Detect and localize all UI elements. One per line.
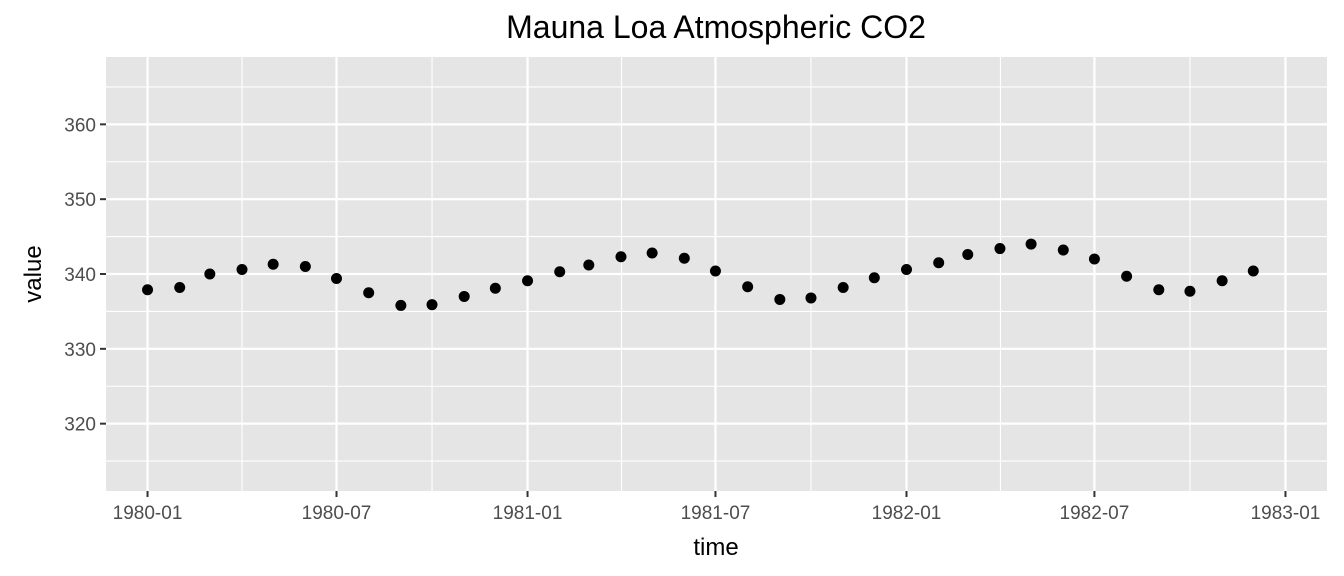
y-tick-label: 330 <box>64 340 96 361</box>
y-tick-label: 320 <box>64 415 96 436</box>
x-axis-title: time <box>693 534 738 561</box>
y-axis: 320 330 340 350 360 <box>64 115 106 436</box>
x-tick-label: 1981-07 <box>681 503 751 524</box>
data-point <box>1025 238 1037 250</box>
data-point <box>204 268 216 280</box>
data-point <box>395 299 407 311</box>
data-point <box>868 272 880 284</box>
data-point <box>363 287 375 299</box>
x-tick-label: 1980-01 <box>113 503 183 524</box>
data-point <box>299 261 311 273</box>
data-point <box>458 290 470 302</box>
data-point <box>805 292 817 304</box>
data-point <box>901 264 913 276</box>
data-point <box>174 281 186 293</box>
data-point <box>933 257 945 269</box>
x-tick-label: 1981-01 <box>493 503 563 524</box>
data-point <box>1121 270 1133 282</box>
data-point <box>615 251 627 263</box>
y-tick-label: 340 <box>64 265 96 286</box>
y-tick-label: 350 <box>64 190 96 211</box>
data-point <box>742 281 754 293</box>
data-point <box>962 249 974 261</box>
data-point <box>1184 285 1196 297</box>
chart-title: Mauna Loa Atmospheric CO2 <box>506 9 926 45</box>
x-axis: 1980-01 1980-07 1981-01 1981-07 1982-01 1982-… <box>113 491 1321 524</box>
data-point <box>1247 265 1259 277</box>
data-point <box>1216 275 1228 287</box>
data-point <box>678 252 690 264</box>
data-point <box>522 275 534 287</box>
x-tick-label: 1982-01 <box>872 503 942 524</box>
data-point <box>236 264 248 276</box>
data-point <box>1088 253 1100 265</box>
data-point <box>142 284 154 296</box>
data-point <box>554 266 566 278</box>
x-tick-label: 1983-01 <box>1251 503 1321 524</box>
data-point <box>489 282 501 294</box>
data-point <box>267 258 279 270</box>
data-point <box>994 243 1006 255</box>
data-point <box>709 265 721 277</box>
data-point <box>330 272 342 284</box>
data-point <box>837 281 849 293</box>
data-point <box>1153 284 1165 296</box>
data-point <box>583 259 595 271</box>
y-axis-title: value <box>20 245 47 302</box>
data-point <box>646 247 658 259</box>
data-point <box>774 293 786 305</box>
y-tick-label: 360 <box>64 115 96 136</box>
data-point <box>426 299 438 311</box>
x-tick-label: 1982-07 <box>1060 503 1130 524</box>
data-points <box>142 238 1259 311</box>
x-tick-label: 1980-07 <box>302 503 372 524</box>
data-point <box>1057 244 1069 256</box>
